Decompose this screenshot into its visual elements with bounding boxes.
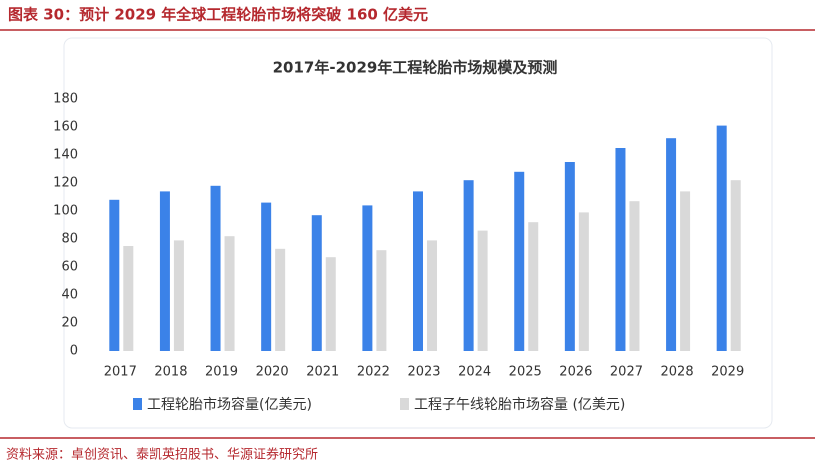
bar	[311, 215, 322, 351]
legend-swatch	[400, 398, 409, 410]
bar	[362, 205, 373, 351]
y-tick-label: 160	[53, 120, 78, 135]
x-tick-label: 2027	[610, 365, 643, 380]
bar	[514, 171, 525, 351]
chart-title: 2017年-2029年工程轮胎市场规模及预测	[273, 59, 558, 77]
y-tick-label: 40	[61, 288, 78, 303]
bar	[477, 230, 488, 351]
x-tick-label: 2017	[104, 365, 137, 380]
legend-label: 工程轮胎市场容量(亿美元)	[147, 396, 312, 413]
bar	[173, 240, 184, 351]
x-tick-label: 2025	[509, 365, 542, 380]
x-tick-label: 2022	[357, 365, 390, 380]
y-tick-label: 0	[70, 344, 78, 359]
y-tick-label: 60	[61, 260, 78, 275]
bar	[210, 185, 221, 351]
bar	[564, 162, 575, 351]
x-tick-label: 2021	[306, 365, 339, 380]
x-tick-label: 2023	[407, 365, 440, 380]
y-tick-label: 20	[61, 316, 78, 331]
figure-title: 图表 30：预计 2029 年全球工程轮胎市场将突破 160 亿美元	[8, 6, 428, 24]
bar	[730, 180, 741, 351]
legend-label: 工程子午线轮胎市场容量 (亿美元)	[414, 396, 625, 413]
bar	[528, 222, 539, 351]
legend-swatch	[133, 398, 142, 410]
x-tick-label: 2029	[711, 365, 744, 380]
bar	[224, 236, 235, 351]
y-tick-label: 140	[53, 148, 78, 163]
bar	[109, 199, 120, 351]
bar	[629, 201, 640, 351]
bar	[325, 257, 336, 351]
bar	[578, 212, 589, 351]
bar	[427, 240, 437, 351]
bar	[275, 248, 286, 351]
bar	[680, 191, 691, 351]
bar	[376, 250, 387, 351]
y-tick-label: 100	[53, 204, 78, 219]
bar	[159, 191, 170, 351]
x-tick-label: 2020	[256, 365, 289, 380]
bar	[716, 125, 727, 351]
x-tick-label: 2024	[458, 365, 491, 380]
x-tick-label: 2028	[661, 365, 694, 380]
y-tick-label: 120	[53, 176, 78, 191]
x-tick-label: 2018	[154, 365, 187, 380]
bar	[666, 138, 677, 351]
bar	[123, 246, 134, 351]
bar	[413, 191, 423, 351]
bar	[463, 180, 474, 351]
bar	[615, 148, 626, 351]
y-tick-label: 180	[53, 92, 78, 107]
bar	[261, 202, 272, 351]
x-tick-label: 2019	[205, 365, 238, 380]
y-tick-label: 80	[61, 232, 78, 247]
source-note: 资料来源：卓创资讯、泰凯英招股书、华源证券研究所	[6, 447, 318, 463]
x-tick-label: 2026	[559, 365, 592, 380]
